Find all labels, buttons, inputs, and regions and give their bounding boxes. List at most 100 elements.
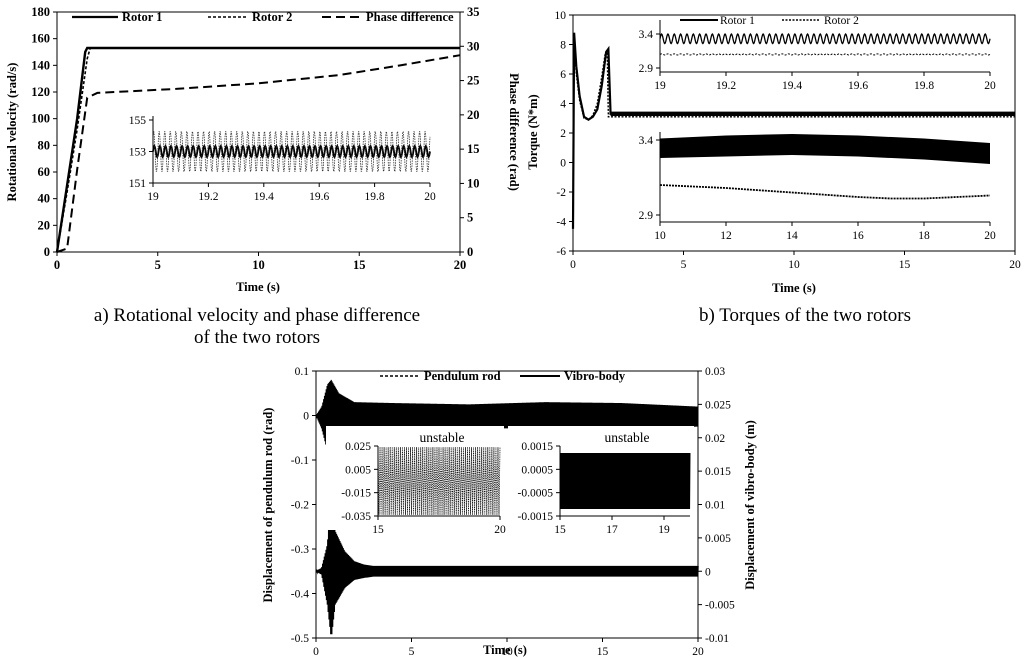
chart-c-y2-ticks: -0.01 -0.005 0 0.005 0.01 0.015 0.02 0.025 0.03 xyxy=(698,366,735,645)
chart-a-y2-tick-label: 15 xyxy=(467,142,480,156)
chart-a-x-tick-label: 15 xyxy=(353,258,366,272)
chart-c-inset-right-x-tick-label: 19 xyxy=(658,524,670,536)
chart-a-y2-tick-label: 35 xyxy=(467,5,480,19)
chart-b-x-label: Time (s) xyxy=(772,281,816,295)
legend-b-rotor1-label: Rotor 1 xyxy=(720,15,755,27)
chart-b-inset-top-x-tick-label: 20 xyxy=(984,80,996,92)
chart-c-inset-left-y-tick-label: 0.025 xyxy=(345,441,371,453)
chart-a-x-tick-label: 5 xyxy=(155,258,161,272)
chart-b-inset-top-x-tick-label: 19.2 xyxy=(716,80,736,92)
chart-b-inset-top-line-1 xyxy=(659,32,991,45)
chart-b-inset-bottom: 2.9 3.4 10 12 14 16 18 20 xyxy=(620,128,1010,242)
chart-a-series-line-2 xyxy=(56,47,460,253)
chart-c-inset-right-x-tick-label: 17 xyxy=(606,524,618,536)
chart-a-y-tick-label: 120 xyxy=(31,85,50,99)
chart-c-inset-left-x-tick-label: 20 xyxy=(494,524,506,536)
chart-b-inset-top-x-tick-label: 19.6 xyxy=(848,80,868,92)
legend-pendulum-label: Pendulum rod xyxy=(424,369,501,383)
chart-c-x-label: Time (s) xyxy=(483,643,527,657)
chart-c-y2-tick-label: 0.01 xyxy=(705,500,725,512)
chart-b-series-line-1 xyxy=(571,32,1015,229)
chart-c-inset-left-y-tick-label: 0.005 xyxy=(345,464,371,476)
legend-vibro-label: Vibro-body xyxy=(564,369,626,383)
chart-b-inset-bottom-series xyxy=(659,134,991,200)
legend-phase-label: Phase difference xyxy=(366,10,454,24)
chart-c-y-tick-label: -0.2 xyxy=(291,500,309,512)
chart-b-inset-top: 2.9 3.4 19 19.2 19.4 19.6 19.8 20 Rotor 1 Rotor… xyxy=(628,15,1012,92)
chart-a-y-tick-label: 0 xyxy=(44,245,50,259)
chart-a-y-tick-label: 180 xyxy=(31,5,50,19)
chart-b-inset-top-line-2 xyxy=(659,53,991,56)
chart-b-x-tick-label: 0 xyxy=(570,259,576,271)
chart-a-y-tick-label: 40 xyxy=(38,192,51,206)
chart-b-y-tick-label: -4 xyxy=(556,217,566,229)
chart-b-inset-bottom-ticks: 2.9 3.4 10 12 14 16 18 20 xyxy=(639,135,996,242)
chart-c-inset-left-ticks: -0.035 -0.015 0.005 0.025 15 20 xyxy=(341,441,506,536)
chart-c-inset-left-line xyxy=(377,447,501,515)
caption-a: a) Rotational velocity and phase differe… xyxy=(22,305,492,349)
chart-b-y-tick-label: 2 xyxy=(560,128,566,140)
chart-b: -6 -4 -2 0 2 4 6 8 10 0 5 10 15 20 Time (s) Torque (… xyxy=(526,10,1021,295)
chart-c-y2-tick-label: 0.005 xyxy=(705,533,731,545)
chart-b-inset-bottom-x-tick-label: 20 xyxy=(984,230,996,242)
chart-b-y-tick-label: -6 xyxy=(556,246,566,258)
chart-c-y2-tick-label: -0.01 xyxy=(705,633,729,645)
chart-a-y-tick-label: 100 xyxy=(31,112,50,126)
chart-a-y-tick-label: 160 xyxy=(31,32,50,46)
chart-a-y-tick-label: 20 xyxy=(38,218,51,232)
chart-a-y-ticks: 0 20 40 60 80 100 120 140 160 180 xyxy=(31,5,57,259)
chart-a-y2-ticks: 0 5 10 15 20 25 30 35 xyxy=(460,5,480,259)
chart-b-y-tick-label: -2 xyxy=(556,187,566,199)
chart-b-inset-bottom-y-tick-label: 2.9 xyxy=(639,210,654,222)
chart-b-inset-bottom-x-tick-label: 12 xyxy=(720,230,732,242)
chart-a-y-label: Rotational velocity (rad/s) xyxy=(5,63,19,202)
chart-a-inset-x-tick-label: 20 xyxy=(424,191,436,203)
chart-c-y-tick-label: 0 xyxy=(303,411,309,423)
chart-b-inset-bottom-x-tick-label: 16 xyxy=(852,230,864,242)
chart-c-x-tick-label: 15 xyxy=(597,646,609,658)
chart-c-inset-left-x-tick-label: 15 xyxy=(372,524,384,536)
chart-a-y-tick-label: 80 xyxy=(38,138,51,152)
chart-a-inset-y-tick-label: 153 xyxy=(129,147,147,159)
caption-b: b) Torques of the two rotors xyxy=(600,305,1010,327)
chart-a-y2-label: Phase difference (rad) xyxy=(507,73,521,191)
chart-a-inset-x-tick-label: 19.4 xyxy=(254,191,274,203)
chart-c-y2-tick-label: -0.005 xyxy=(705,600,735,612)
chart-b-rotor1-steady-band xyxy=(610,111,1015,117)
chart-b-inset-bottom-x-tick-label: 14 xyxy=(786,230,798,242)
chart-b-x-tick-label: 10 xyxy=(788,259,800,271)
chart-c-y2-label: Displacement of vibro-body (m) xyxy=(743,420,757,590)
chart-b-y-tick-label: 0 xyxy=(560,158,566,170)
caption-a-line1: a) Rotational velocity and phase differe… xyxy=(93,305,421,326)
chart-a-y2-tick-label: 30 xyxy=(467,39,480,53)
chart-b-x-ticks: 0 5 10 15 20 xyxy=(570,251,1021,271)
chart-c-legend: Pendulum rod Vibro-body xyxy=(380,369,626,383)
chart-a-y2-tick-label: 10 xyxy=(467,176,480,190)
chart-a-inset-x-tick-label: 19 xyxy=(147,191,159,203)
chart-a-y2-tick-label: 25 xyxy=(467,74,480,88)
caption-b-line1: b) Torques of the two rotors xyxy=(698,305,912,326)
chart-a-x-tick-label: 0 xyxy=(54,258,60,272)
chart-c-y2-tick-label: 0.025 xyxy=(705,399,731,411)
chart-a-series-line-3 xyxy=(56,54,461,253)
chart-c-x-tick-label: 5 xyxy=(409,646,415,658)
chart-b-inset-bottom-x-tick-label: 10 xyxy=(654,230,666,242)
chart-c-y-tick-label: -0.5 xyxy=(291,633,309,645)
chart-c-series xyxy=(315,379,699,635)
chart-c-y-label: Displacement of pendulum rod (rad) xyxy=(261,408,275,603)
chart-b-y-tick-label: 8 xyxy=(560,40,566,52)
chart-a-inset-x-tick-label: 19.8 xyxy=(365,191,385,203)
chart-b-inset-bottom-y-tick-label: 3.4 xyxy=(639,135,654,147)
chart-c-inset-right-y-tick-label: 0.0005 xyxy=(521,464,553,476)
chart-b-inset-top-y-tick-label: 3.4 xyxy=(639,29,654,41)
chart-c-inset-left-y-tick-label: -0.015 xyxy=(341,488,371,500)
chart-c-y-tick-label: -0.3 xyxy=(291,544,309,556)
chart-a-y-tick-label: 140 xyxy=(31,58,50,72)
chart-a-y-tick-label: 60 xyxy=(38,165,51,179)
chart-c-x-tick-label: 10 xyxy=(501,646,513,658)
chart-c-x-ticks: 0 5 10 15 20 xyxy=(313,638,704,658)
chart-b-inset-top-ticks: 2.9 3.4 19 19.2 19.4 19.6 19.8 20 xyxy=(639,29,996,92)
chart-b-x-tick-label: 5 xyxy=(681,259,687,271)
